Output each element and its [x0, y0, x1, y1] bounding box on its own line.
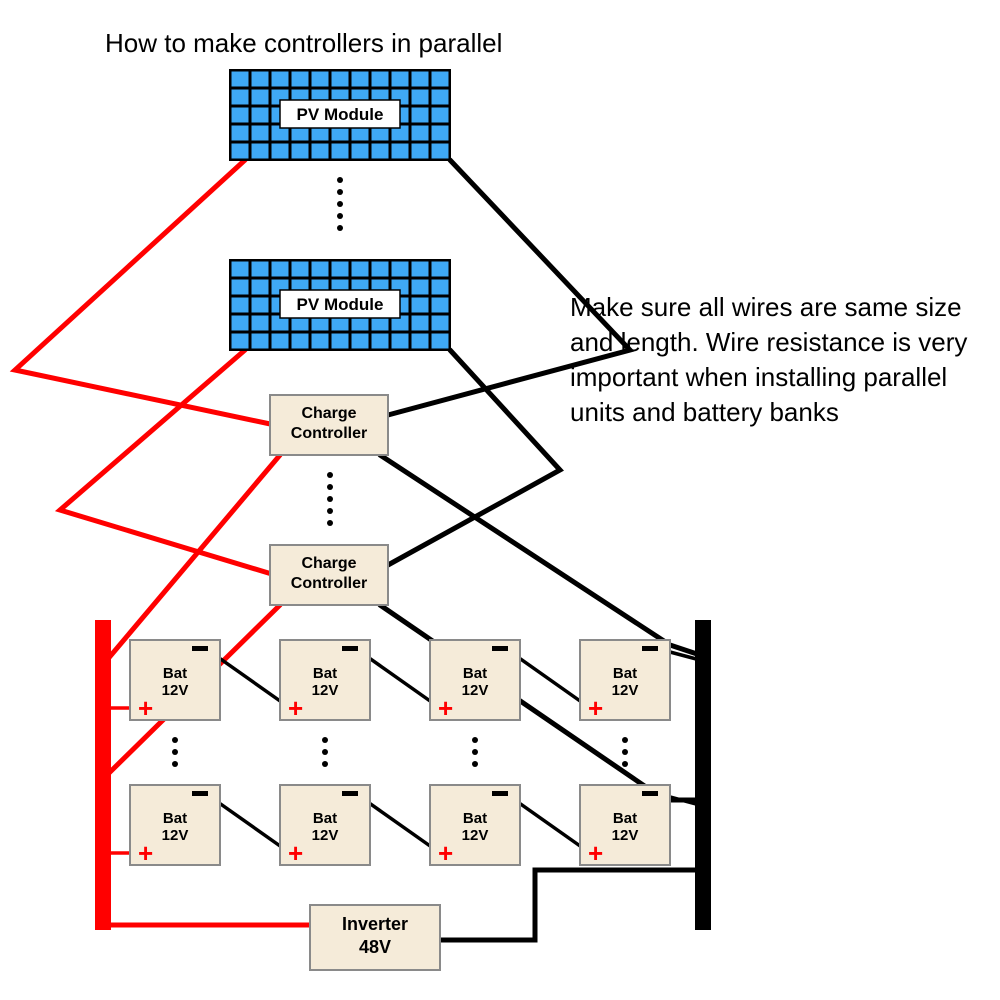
svg-text:+: +	[438, 693, 453, 723]
svg-text:Bat: Bat	[463, 665, 487, 682]
svg-text:12V: 12V	[462, 682, 489, 699]
svg-text:12V: 12V	[462, 827, 489, 844]
svg-text:PV Module: PV Module	[297, 105, 384, 124]
svg-text:12V: 12V	[612, 827, 639, 844]
svg-text:12V: 12V	[612, 682, 639, 699]
svg-text:+: +	[588, 693, 603, 723]
charge-controller-2: Charge Controller	[270, 545, 388, 605]
svg-text:Bat: Bat	[313, 810, 337, 827]
charge-controller-1: Charge Controller	[270, 395, 388, 455]
svg-text:+: +	[138, 693, 153, 723]
svg-text:12V: 12V	[162, 682, 189, 699]
svg-text:Bat: Bat	[313, 665, 337, 682]
battery: Bat12V +	[130, 640, 220, 723]
svg-text:Inverter: Inverter	[342, 914, 408, 934]
pv-module-1: PV Module	[230, 70, 450, 160]
svg-text:+: +	[588, 838, 603, 868]
svg-text:PV Module: PV Module	[297, 295, 384, 314]
svg-text:12V: 12V	[312, 682, 339, 699]
inverter: Inverter 48V	[310, 905, 440, 970]
svg-text:Controller: Controller	[291, 575, 367, 592]
svg-text:Controller: Controller	[291, 425, 367, 442]
svg-text:12V: 12V	[312, 827, 339, 844]
battery: Bat12V +	[280, 785, 370, 868]
svg-text:+: +	[288, 838, 303, 868]
svg-text:Bat: Bat	[163, 665, 187, 682]
pv-module-2: PV Module	[230, 260, 450, 350]
battery: Bat12V +	[280, 640, 370, 723]
svg-text:Charge: Charge	[301, 405, 356, 422]
svg-text:Bat: Bat	[163, 810, 187, 827]
battery: Bat12V +	[430, 785, 520, 868]
svg-text:Bat: Bat	[613, 665, 637, 682]
svg-text:12V: 12V	[162, 827, 189, 844]
battery: Bat12V +	[580, 640, 670, 723]
svg-text:+: +	[138, 838, 153, 868]
busbar-negative	[695, 620, 711, 930]
svg-text:Charge: Charge	[301, 555, 356, 572]
wiring-diagram: PV Module PV Module Charge Controller Ch…	[0, 0, 1000, 1000]
svg-text:+: +	[438, 838, 453, 868]
svg-text:Bat: Bat	[463, 810, 487, 827]
busbar-positive	[95, 620, 111, 930]
battery: Bat12V +	[130, 785, 220, 868]
battery: Bat12V +	[430, 640, 520, 723]
svg-text:+: +	[288, 693, 303, 723]
svg-text:48V: 48V	[359, 937, 391, 957]
svg-text:Bat: Bat	[613, 810, 637, 827]
battery: Bat12V +	[580, 785, 670, 868]
